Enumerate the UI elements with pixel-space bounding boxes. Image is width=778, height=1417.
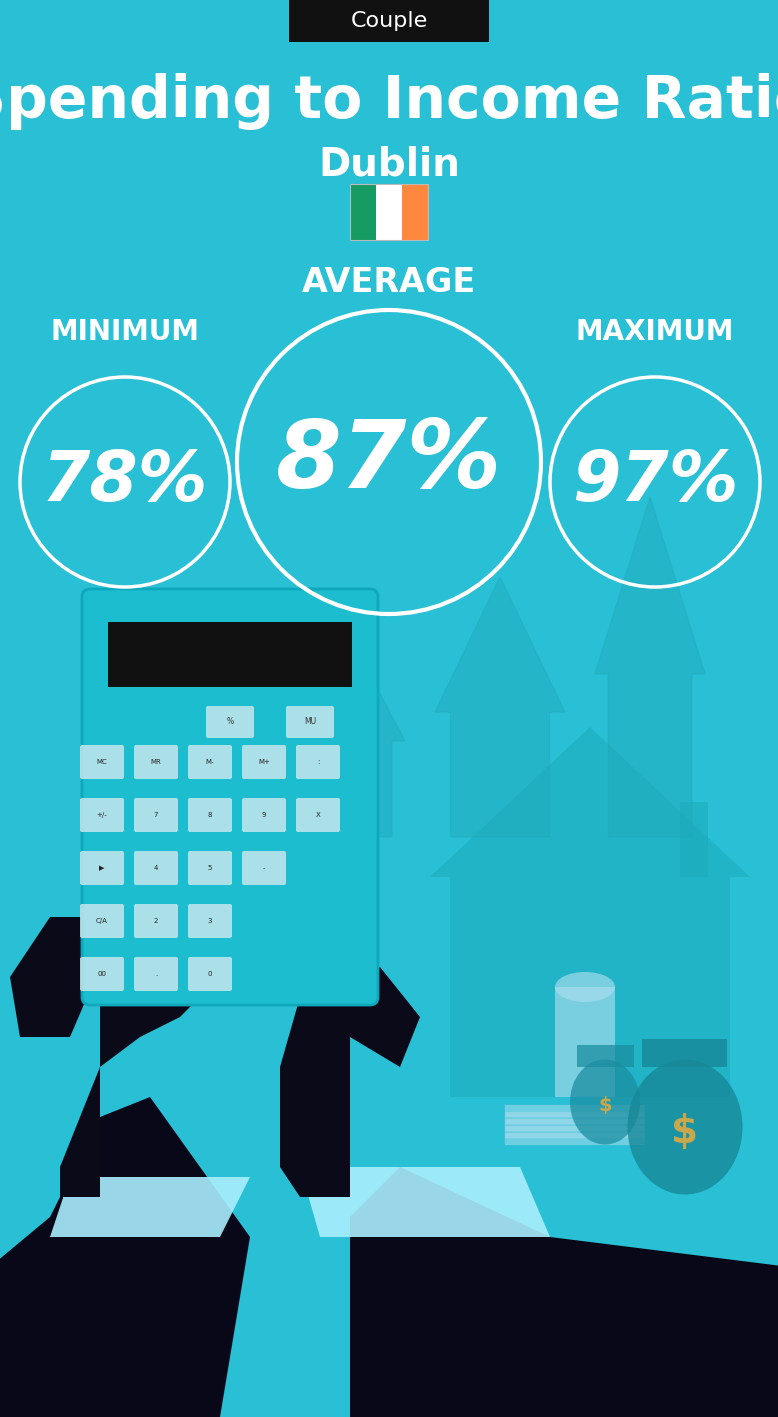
Bar: [450, 877, 730, 1097]
FancyBboxPatch shape: [286, 706, 334, 738]
FancyBboxPatch shape: [296, 745, 340, 779]
Ellipse shape: [555, 972, 615, 1002]
Text: 4: 4: [154, 864, 158, 871]
Text: X: X: [316, 812, 321, 818]
Polygon shape: [435, 577, 565, 837]
Polygon shape: [60, 837, 200, 1197]
Polygon shape: [350, 1168, 778, 1417]
Text: 0: 0: [208, 971, 212, 976]
Polygon shape: [210, 837, 350, 1197]
Bar: [350, 184, 376, 239]
FancyBboxPatch shape: [80, 798, 124, 832]
Bar: [505, 1105, 645, 1117]
Bar: [376, 184, 402, 239]
Text: MU: MU: [304, 717, 316, 727]
Text: :: :: [317, 760, 319, 765]
Bar: [505, 1119, 645, 1131]
FancyBboxPatch shape: [242, 852, 286, 886]
FancyBboxPatch shape: [80, 745, 124, 779]
Text: C/A: C/A: [96, 918, 108, 924]
Ellipse shape: [628, 1060, 742, 1195]
Bar: [505, 1127, 645, 1138]
FancyBboxPatch shape: [134, 852, 178, 886]
Text: MINIMUM: MINIMUM: [51, 317, 199, 346]
Text: -: -: [263, 864, 265, 871]
FancyBboxPatch shape: [82, 589, 378, 1005]
Text: Spending to Income Ratio: Spending to Income Ratio: [0, 74, 778, 130]
FancyBboxPatch shape: [134, 798, 178, 832]
Text: +/-: +/-: [96, 812, 107, 818]
Bar: [577, 1044, 634, 1067]
Text: %: %: [226, 717, 233, 727]
FancyBboxPatch shape: [80, 904, 124, 938]
FancyBboxPatch shape: [188, 745, 232, 779]
Polygon shape: [10, 917, 100, 1037]
FancyBboxPatch shape: [188, 904, 232, 938]
Text: 87%: 87%: [276, 417, 502, 509]
Text: AVERAGE: AVERAGE: [302, 265, 476, 299]
Text: 2: 2: [154, 918, 158, 924]
Text: M+: M+: [258, 760, 270, 765]
Bar: [505, 1134, 645, 1145]
Text: M-: M-: [205, 760, 214, 765]
Text: MR: MR: [151, 760, 161, 765]
FancyBboxPatch shape: [188, 798, 232, 832]
Text: MAXIMUM: MAXIMUM: [576, 317, 734, 346]
Text: 3: 3: [208, 918, 212, 924]
Polygon shape: [50, 1178, 250, 1237]
Polygon shape: [0, 1097, 250, 1417]
Text: 5: 5: [208, 864, 212, 871]
Bar: [289, 0, 489, 43]
Bar: [402, 184, 428, 239]
Text: 00: 00: [97, 971, 107, 976]
Text: 8: 8: [208, 812, 212, 818]
Polygon shape: [330, 966, 420, 1067]
Text: 9: 9: [261, 812, 266, 818]
FancyBboxPatch shape: [188, 956, 232, 990]
FancyBboxPatch shape: [134, 745, 178, 779]
Bar: [680, 802, 708, 877]
Bar: [108, 622, 352, 687]
Text: 78%: 78%: [42, 449, 209, 516]
Bar: [555, 988, 615, 1097]
FancyBboxPatch shape: [206, 706, 254, 738]
Text: MC: MC: [96, 760, 107, 765]
Bar: [505, 1112, 645, 1124]
Text: Couple: Couple: [350, 11, 428, 31]
Text: $: $: [671, 1112, 699, 1151]
Polygon shape: [430, 727, 750, 877]
Text: 7: 7: [154, 812, 158, 818]
FancyBboxPatch shape: [188, 852, 232, 886]
Text: $: $: [598, 1095, 612, 1115]
FancyBboxPatch shape: [80, 852, 124, 886]
Ellipse shape: [570, 1060, 640, 1145]
Text: 97%: 97%: [572, 449, 738, 516]
Bar: [350, 184, 428, 239]
FancyBboxPatch shape: [134, 904, 178, 938]
Polygon shape: [595, 497, 705, 837]
FancyBboxPatch shape: [296, 798, 340, 832]
Polygon shape: [295, 638, 405, 837]
Text: ▶: ▶: [100, 864, 105, 871]
Bar: [642, 1039, 727, 1067]
Text: Dublin: Dublin: [318, 146, 460, 184]
Polygon shape: [300, 1168, 550, 1237]
FancyBboxPatch shape: [134, 956, 178, 990]
FancyBboxPatch shape: [80, 956, 124, 990]
FancyBboxPatch shape: [242, 745, 286, 779]
Text: .: .: [155, 971, 157, 976]
FancyBboxPatch shape: [242, 798, 286, 832]
